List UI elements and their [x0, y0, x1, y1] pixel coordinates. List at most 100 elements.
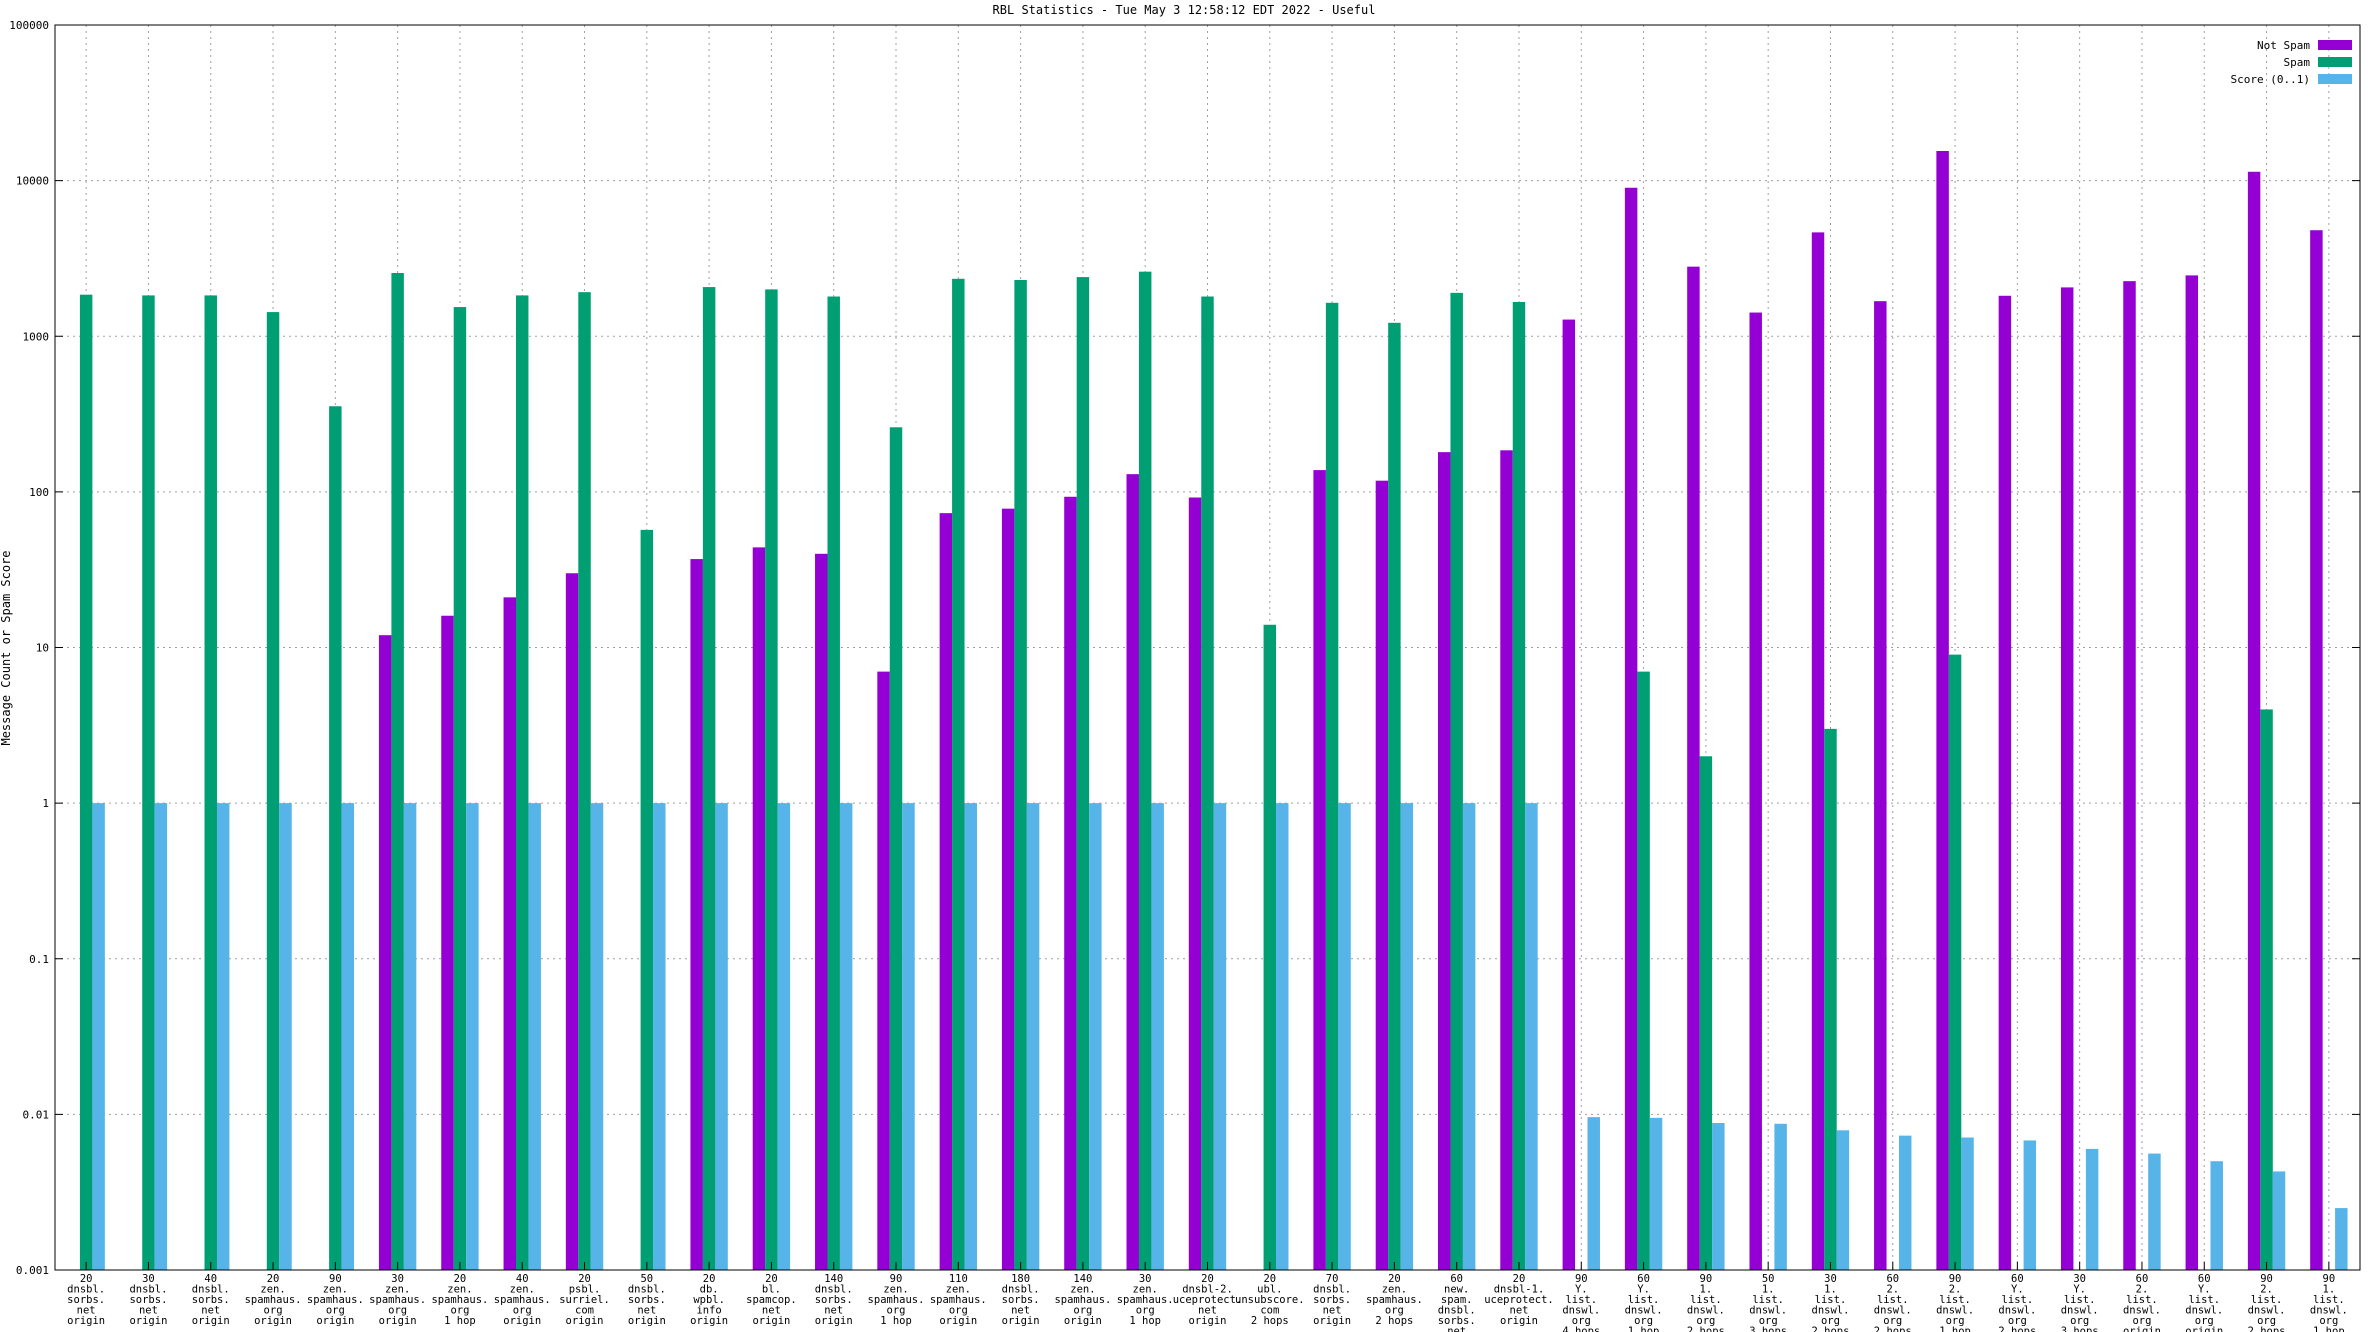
x-tick-label: 90 zen. spamhaus. org 1 hop: [868, 1273, 925, 1327]
bar-not-spam: [1811, 232, 1825, 1270]
x-tick-label: 180 dnsbl. sorbs. net origin: [1002, 1273, 1040, 1327]
bar-score-0-1-: [2335, 1208, 2348, 1270]
bar-not-spam: [1687, 266, 1700, 1271]
y-axis-ticks: 0.001 0.01 0.1 1 10 100 1000 10000 100000: [9, 19, 2360, 1277]
bar-spam: [765, 289, 778, 1270]
bar-score-0-1-: [528, 803, 541, 1270]
bar-score-0-1-: [2272, 1171, 2286, 1270]
x-tick-label: 20 psbl. surriel. com origin: [559, 1273, 610, 1327]
bar-not-spam: [2060, 287, 2074, 1270]
bar-score-0-1-: [1587, 1117, 1600, 1270]
bar-score-0-1-: [1089, 803, 1102, 1270]
bar-not-spam: [877, 671, 890, 1270]
bar-spam: [1014, 279, 1027, 1270]
bar-spam: [79, 294, 93, 1270]
bar-not-spam: [441, 615, 454, 1270]
bar-spam: [1699, 756, 1713, 1270]
bar-score-0-1-: [1026, 803, 1040, 1270]
x-tick-label: 20 dnsbl. sorbs. net origin: [67, 1273, 105, 1327]
x-tick-label: 90 zen. spamhaus. org origin: [307, 1273, 364, 1327]
x-tick-label: 20 db. wpbl. info origin: [690, 1273, 728, 1327]
x-tick-label: 30 1. list. dnswl. org 2 hops: [1812, 1273, 1850, 1332]
x-tick-label: 60 2. list. dnswl. org 2 hops: [1874, 1273, 1912, 1332]
x-tick-label: 90 Y. list. dnswl. org 4 hops: [1562, 1273, 1600, 1332]
y-tick-label: 1000: [23, 330, 50, 343]
bar-not-spam: [1313, 470, 1326, 1270]
bar-not-spam: [2247, 171, 2261, 1271]
bar-not-spam: [1188, 497, 1202, 1271]
bar-spam: [453, 307, 467, 1270]
y-tick-label: 100000: [9, 19, 49, 32]
bar-score-0-1-: [1338, 803, 1351, 1270]
bar-score-0-1-: [839, 803, 853, 1270]
bar-not-spam: [939, 513, 953, 1270]
bar-score-0-1-: [154, 803, 168, 1270]
bar-spam: [1138, 271, 1152, 1270]
chart-title: RBL Statistics - Tue May 3 12:58:12 EDT …: [993, 3, 1376, 17]
bar-score-0-1-: [1899, 1135, 1912, 1270]
bar-spam: [1263, 624, 1277, 1270]
bar-not-spam: [1749, 312, 1762, 1270]
bar-score-0-1-: [216, 803, 230, 1270]
bar-not-spam: [1998, 295, 2012, 1271]
bar-not-spam: [378, 635, 392, 1270]
legend-swatch: [2318, 57, 2352, 67]
bar-not-spam: [565, 573, 579, 1270]
bar-not-spam: [752, 547, 766, 1270]
x-tick-label: 40 zen. spamhaus. org origin: [494, 1273, 551, 1327]
x-tick-label: 60 2. list. dnswl. org origin: [2123, 1273, 2161, 1332]
bar-spam: [1824, 728, 1837, 1270]
x-tick-label: 50 1. list. dnswl. org 3 hops: [1749, 1273, 1787, 1332]
bars: [79, 151, 2348, 1271]
x-tick-label: 20 ubl. unsubscore. com 2 hops: [1235, 1273, 1305, 1327]
bar-score-0-1-: [590, 803, 604, 1270]
bar-spam: [578, 292, 591, 1270]
bar-score-0-1-: [1276, 803, 1289, 1270]
bar-score-0-1-: [1649, 1117, 1663, 1270]
y-tick-label: 0.01: [23, 1108, 50, 1121]
bar-score-0-1-: [1525, 803, 1538, 1270]
legend-label: Not Spam: [2257, 39, 2310, 52]
y-tick-label: 10000: [16, 175, 49, 188]
bar-score-0-1-: [2023, 1140, 2037, 1270]
bar-not-spam: [1874, 301, 1887, 1270]
bar-spam: [702, 287, 716, 1270]
x-tick-label: 20 dnsbl-1. uceprotect. net origin: [1484, 1273, 1554, 1327]
x-tick-label: 30 dnsbl. sorbs. net origin: [129, 1273, 167, 1327]
bar-not-spam: [1936, 151, 1949, 1270]
bar-spam: [391, 272, 404, 1270]
x-tick-label: 20 zen. spamhaus. org 2 hops: [1366, 1273, 1423, 1327]
bar-spam: [889, 427, 903, 1270]
x-tick-label: 30 Y. list. dnswl. org 3 hops: [2061, 1273, 2099, 1332]
bar-spam: [1450, 292, 1463, 1270]
legend-swatch: [2318, 40, 2352, 50]
x-tick-label: 140 dnsbl. sorbs. net origin: [815, 1273, 853, 1327]
bar-score-0-1-: [964, 803, 977, 1270]
y-tick-label: 0.1: [29, 953, 49, 966]
bar-not-spam: [2123, 281, 2136, 1271]
y-axis-label: Message Count or Spam Score: [0, 550, 13, 745]
y-tick-label: 100: [29, 486, 49, 499]
x-tick-label: 110 zen. spamhaus. org origin: [930, 1273, 987, 1327]
bar-not-spam: [2185, 275, 2199, 1270]
x-tick-label: 20 zen. spamhaus. org 1 hop: [431, 1273, 488, 1327]
bar-not-spam: [1438, 452, 1451, 1271]
bar-spam: [2260, 709, 2273, 1270]
bar-not-spam: [1064, 496, 1077, 1270]
bar-spam: [266, 312, 280, 1271]
bar-spam: [204, 295, 217, 1271]
bar-score-0-1-: [1712, 1123, 1725, 1270]
bar-not-spam: [1500, 450, 1513, 1270]
x-tick-label: 20 zen. spamhaus. org origin: [245, 1273, 302, 1327]
y-tick-label: 1: [42, 797, 49, 810]
bar-spam: [142, 295, 155, 1271]
bar-not-spam: [815, 553, 828, 1270]
bar-score-0-1-: [1213, 803, 1227, 1270]
bar-not-spam: [1001, 508, 1015, 1270]
bar-spam: [1076, 277, 1090, 1271]
bar-not-spam: [1126, 474, 1139, 1270]
bar-score-0-1-: [2210, 1161, 2223, 1270]
bar-score-0-1-: [341, 803, 355, 1270]
x-tick-label: 70 dnsbl. sorbs. net origin: [1313, 1273, 1351, 1327]
